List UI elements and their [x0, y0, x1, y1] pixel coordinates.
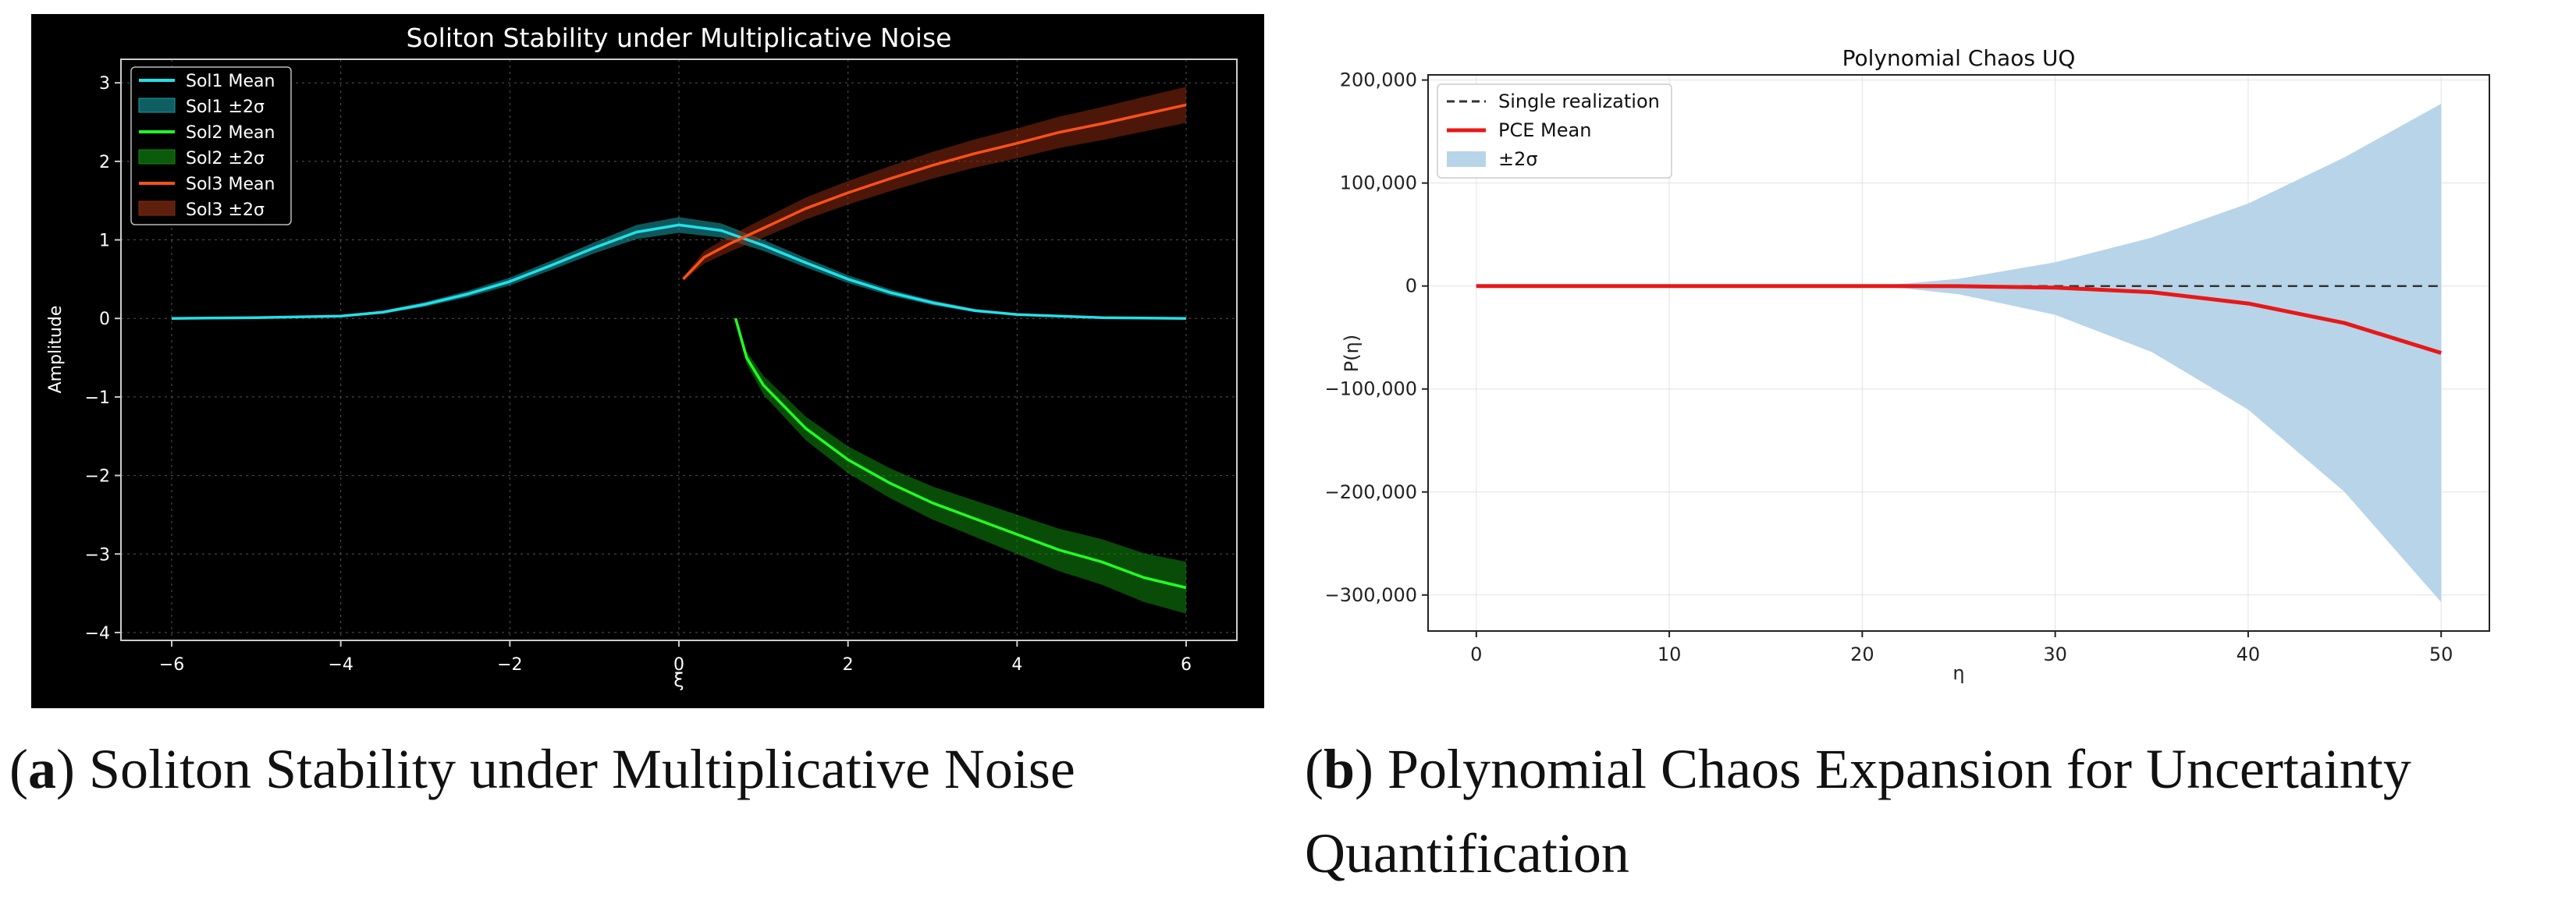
legend-swatch-sol2-band — [138, 149, 176, 165]
y-tick-label: 0 — [99, 310, 110, 329]
legend-box — [1437, 83, 1672, 179]
band-sol2-2 — [735, 317, 1186, 614]
y-tick-label: 200,000 — [1340, 69, 1417, 91]
caption-a-text: Soliton Stability under Multiplicative N… — [88, 738, 1075, 800]
chart-title: Soliton Stability under Multiplicative N… — [407, 23, 952, 53]
legend-label: Sol2 Mean — [186, 123, 275, 143]
bands-layer — [172, 87, 1186, 614]
x-tick-label: −6 — [159, 655, 184, 675]
legend-label: Single realization — [1498, 90, 1660, 112]
legend-label: Sol1 ±2σ — [186, 98, 265, 117]
y-tick-label: 0 — [1405, 275, 1417, 297]
caption-b: (b) Polynomial Chaos Expansion for Uncer… — [1305, 738, 2411, 885]
x-tick-label: −2 — [497, 655, 522, 675]
caption-b-label: b — [1323, 738, 1356, 800]
x-axis-label: η — [1952, 662, 1964, 684]
x-tick-label: −4 — [328, 655, 353, 675]
x-tick-label: 4 — [1011, 655, 1022, 675]
y-axis-label: Amplitude — [46, 306, 66, 394]
legend-swatch-sol3-band — [138, 200, 176, 216]
x-tick-label: 2 — [843, 655, 854, 675]
series-line-sol3-mean — [682, 103, 1187, 281]
legend-label: ±2σ — [1498, 148, 1538, 170]
legend-label: PCE Mean — [1498, 119, 1591, 141]
y-tick-label: −3 — [85, 545, 110, 565]
x-axis-label: ξ — [673, 669, 684, 691]
series-line-sol2-mean — [734, 317, 1187, 590]
series-line-pce-mean — [1476, 284, 2442, 355]
x-tick-label: 20 — [1850, 644, 1874, 665]
plot-frame — [1427, 74, 2490, 632]
caption-b-text: Polynomial Chaos Expansion for Uncertain… — [1305, 738, 2411, 885]
lines-layer — [1476, 284, 2442, 355]
caption-a-label: a — [27, 738, 56, 800]
legend: Single realization PCE Mean ±2σ — [1437, 83, 1672, 179]
soliton-chart: −6 −4 −2 0 2 4 6 −4 −3 −2 −1 0 1 2 3 Soliton Stability… — [31, 14, 1264, 708]
legend-label: Sol3 ±2σ — [186, 200, 265, 220]
grid — [121, 59, 1237, 640]
chart-title: Polynomial Chaos UQ — [1842, 45, 2076, 71]
caption-a: (a) Soliton Stability under Multiplicati… — [9, 738, 1075, 800]
y-tick-label: 100,000 — [1340, 172, 1417, 194]
legend-label: Sol2 ±2σ — [186, 149, 265, 168]
y-tick-label: 2 — [99, 153, 110, 172]
legend-label: Sol1 Mean — [186, 72, 275, 91]
ticks-layer: −6 −4 −2 0 2 4 6 −4 −3 −2 −1 0 1 2 3 — [85, 74, 1192, 675]
x-tick-label: 10 — [1658, 644, 1682, 665]
bands-layer — [1476, 104, 2442, 602]
y-axis-label: P(η) — [1341, 335, 1363, 372]
band-2 — [1476, 104, 2442, 602]
x-tick-label: 0 — [1470, 644, 1482, 665]
band-sol3-2 — [683, 87, 1186, 281]
x-tick-label: 40 — [2237, 644, 2261, 665]
x-tick-label: 0 — [673, 655, 684, 675]
x-tick-label: 6 — [1181, 655, 1192, 675]
y-tick-label: −4 — [85, 624, 110, 644]
x-tick-label: 30 — [2043, 644, 2067, 665]
ticks-layer: 0 10 20 30 40 50 200,000 100,000 0 −100,000 −200,0… — [1327, 69, 2453, 665]
legend-label: Sol3 Mean — [186, 175, 275, 194]
series-line-sol1-mean — [171, 223, 1187, 320]
pce-chart: 0 10 20 30 40 50 200,000 100,000 0 −100,000 −200,0… — [1327, 14, 2544, 708]
y-tick-label: −200,000 — [1327, 481, 1417, 503]
y-tick-label: −100,000 — [1327, 378, 1417, 400]
legend-swatch-sol1-band — [138, 98, 176, 113]
y-tick-label: 1 — [99, 232, 110, 251]
y-tick-label: −1 — [85, 388, 110, 408]
x-tick-label: 50 — [2429, 644, 2453, 665]
legend: Sol1 Mean Sol1 ±2σ Sol2 Mean Sol2 ±2σ So… — [130, 66, 292, 225]
lines-layer — [171, 103, 1187, 590]
y-tick-label: −2 — [85, 467, 110, 487]
y-tick-label: 3 — [99, 74, 110, 94]
legend-swatch-band — [1447, 151, 1486, 167]
y-tick-label: −300,000 — [1327, 584, 1417, 606]
